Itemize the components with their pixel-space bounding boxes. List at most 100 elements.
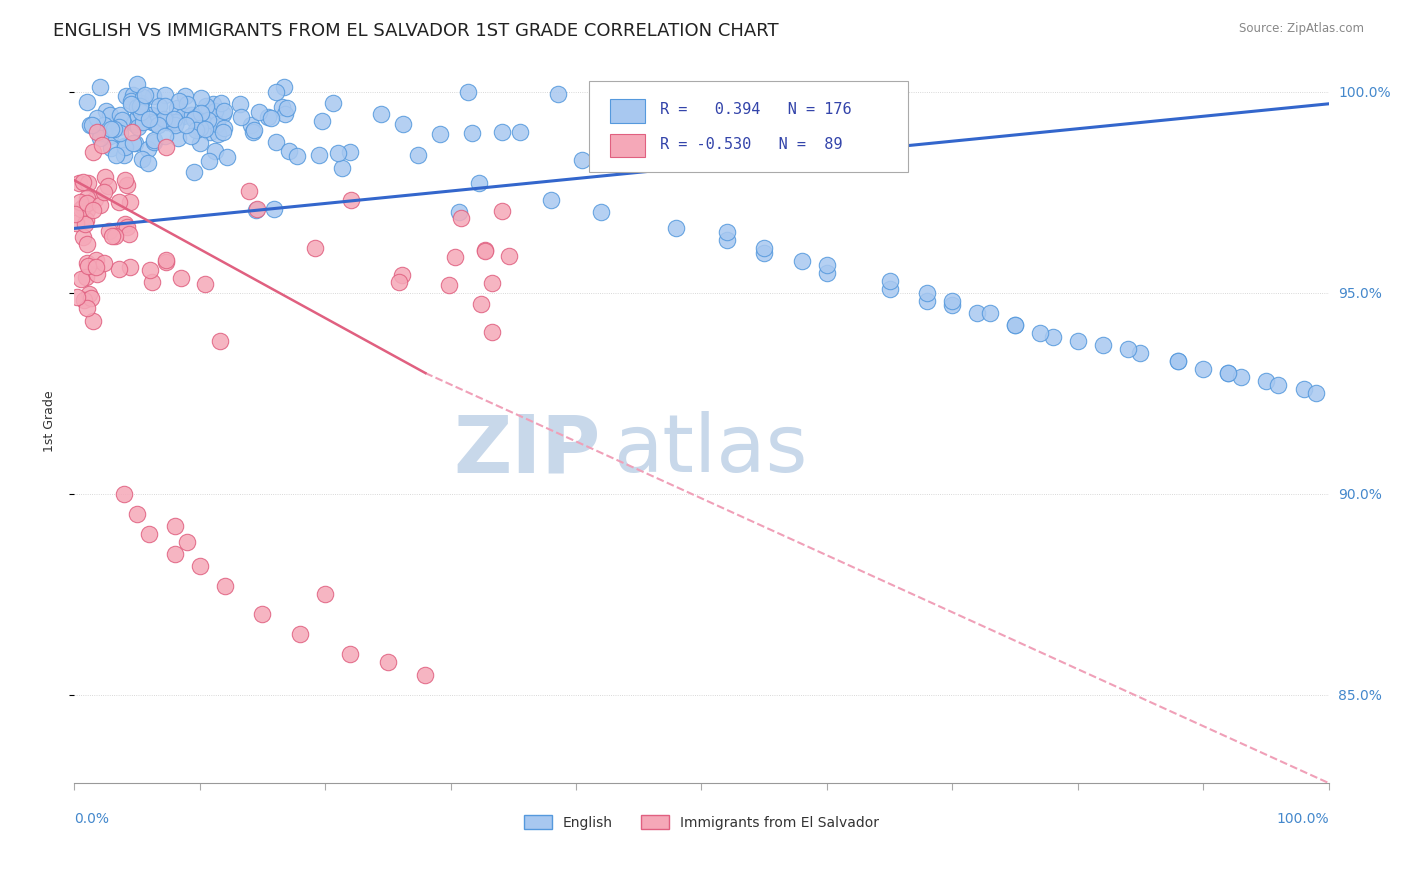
Point: [628, 136, 651, 150]
Point: [155, 255, 177, 269]
Point: [191, 114, 214, 128]
Point: [470, 296, 492, 310]
Point: [179, 128, 201, 143]
Point: [65, 216, 87, 230]
Point: [114, 173, 136, 187]
Point: [67, 176, 90, 190]
Point: [498, 249, 520, 263]
Point: [264, 135, 287, 149]
Point: [879, 274, 901, 288]
Point: [129, 104, 152, 119]
Point: [388, 275, 411, 289]
Point: [256, 110, 278, 124]
Point: [136, 142, 159, 156]
Point: [121, 125, 143, 139]
Point: [966, 306, 988, 320]
Point: [815, 266, 838, 280]
Point: [93, 185, 115, 199]
Point: [184, 123, 207, 137]
Point: [110, 126, 132, 140]
Point: [450, 211, 472, 225]
Point: [271, 100, 294, 114]
Point: [217, 150, 239, 164]
Point: [238, 184, 260, 198]
FancyBboxPatch shape: [589, 81, 908, 172]
Point: [209, 96, 232, 111]
Point: [263, 202, 285, 216]
Point: [194, 277, 217, 291]
Text: R =   0.394   N = 176: R = 0.394 N = 176: [659, 102, 852, 117]
Point: [716, 234, 738, 248]
Point: [392, 117, 415, 131]
Text: R = -0.530   N =  89: R = -0.530 N = 89: [659, 136, 842, 152]
Point: [86, 111, 108, 125]
Point: [752, 245, 775, 260]
Point: [1029, 326, 1052, 340]
Point: [474, 243, 496, 257]
Point: [188, 136, 211, 150]
Point: [415, 667, 437, 681]
Point: [228, 97, 250, 112]
Point: [245, 203, 267, 218]
Point: [73, 293, 96, 308]
Point: [112, 138, 135, 153]
Text: 0.0%: 0.0%: [75, 812, 110, 826]
Point: [155, 87, 177, 102]
Point: [190, 91, 212, 105]
Point: [176, 97, 198, 112]
Point: [163, 518, 186, 533]
Text: ENGLISH VS IMMIGRANTS FROM EL SALVADOR 1ST GRADE CORRELATION CHART: ENGLISH VS IMMIGRANTS FROM EL SALVADOR 1…: [53, 22, 779, 40]
Point: [94, 169, 117, 184]
Point: [207, 128, 229, 142]
Point: [76, 95, 98, 109]
Point: [75, 213, 97, 227]
Point: [82, 314, 104, 328]
Text: ZIP: ZIP: [454, 411, 600, 489]
Point: [212, 120, 235, 135]
Point: [1292, 382, 1315, 396]
Point: [437, 278, 460, 293]
Point: [163, 112, 186, 126]
Point: [160, 115, 183, 129]
Point: [915, 293, 938, 308]
Point: [100, 121, 122, 136]
Point: [131, 89, 153, 103]
Point: [481, 276, 503, 290]
Point: [1129, 346, 1152, 360]
Point: [443, 250, 465, 264]
Point: [1230, 370, 1253, 384]
Point: [1167, 354, 1189, 368]
Point: [242, 123, 264, 137]
Point: [209, 334, 232, 348]
Point: [322, 95, 344, 110]
Point: [142, 88, 165, 103]
Point: [231, 110, 253, 124]
Point: [406, 148, 429, 162]
Point: [77, 260, 100, 274]
Point: [204, 144, 226, 158]
Point: [429, 127, 451, 141]
Point: [114, 217, 136, 231]
Point: [75, 269, 97, 284]
Point: [273, 107, 295, 121]
Point: [198, 125, 221, 139]
Point: [304, 241, 326, 255]
Point: [148, 118, 170, 132]
Point: [112, 148, 135, 162]
Point: [115, 219, 138, 234]
Point: [264, 85, 287, 99]
Point: [879, 282, 901, 296]
Point: [190, 106, 212, 120]
Point: [76, 237, 98, 252]
Point: [118, 260, 141, 275]
Point: [260, 111, 283, 125]
Point: [314, 587, 336, 601]
Point: [134, 88, 156, 103]
Point: [188, 120, 211, 135]
Point: [276, 101, 298, 115]
Point: [100, 141, 122, 155]
Point: [207, 117, 229, 131]
Point: [212, 103, 235, 118]
Point: [136, 156, 159, 170]
Point: [752, 242, 775, 256]
